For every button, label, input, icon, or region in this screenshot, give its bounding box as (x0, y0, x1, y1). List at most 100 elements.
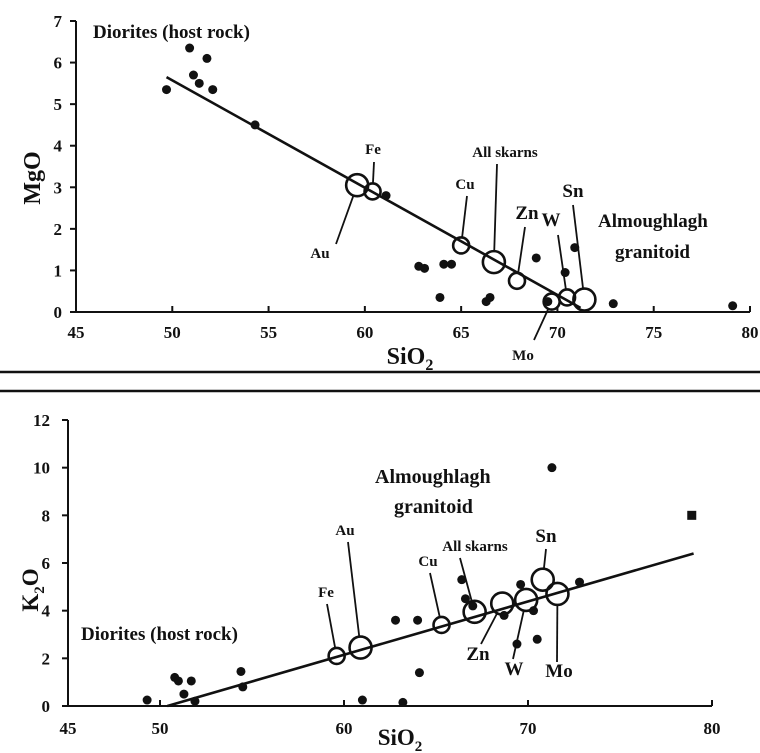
mgo-label-fe: Fe (365, 142, 381, 158)
k2o-data-point (391, 615, 401, 625)
k2o-ticks: 45 50 60 70 80 0 2 4 6 8 10 12 (33, 411, 721, 738)
mgo-leader-au (335, 195, 355, 245)
k2o-data-point (413, 615, 423, 625)
k2o-data-point (173, 676, 183, 686)
mgo-data-point (543, 297, 553, 307)
k2o-data-point (179, 689, 189, 699)
k2o-data-point (398, 697, 408, 707)
mgo-data-point (435, 292, 445, 302)
k2o-x-tick-label: 80 (704, 719, 721, 738)
mgo-axes (75, 21, 750, 313)
mgo-y-tick-label: 3 (54, 178, 63, 197)
k2o-y-tick-label: 10 (33, 459, 50, 478)
k2o-x-axis-label: SiO2 (378, 725, 423, 753)
k2o-x-tick-label: 45 (60, 719, 77, 738)
k2o-marker-cu (432, 615, 451, 635)
mgo-y-tick-label: 5 (54, 95, 63, 114)
k2o-leader-fe (326, 603, 337, 649)
mgo-marker-all-skarns (481, 249, 507, 275)
k2o-deposit-markers: Fe Au Cu All skarns Zn W Sn Mo (318, 523, 573, 682)
k2o-data-point (238, 682, 248, 692)
mgo-data-point (439, 259, 449, 269)
k2o-data-point (357, 695, 367, 705)
k2o-x-tick-label: 70 (520, 719, 537, 738)
k2o-data-point (142, 695, 152, 705)
mgo-trend-line (165, 75, 582, 309)
mgo-data-point (447, 259, 457, 269)
mgo-x-tick-label: 75 (645, 323, 662, 342)
k2o-panel: 45 50 60 70 80 0 2 4 6 8 10 12 Fe Au Cu All skarns Zn W S… (18, 411, 721, 753)
k2o-marker-sn (530, 567, 556, 592)
k2o-marker-au (348, 635, 373, 660)
k2o-points (142, 463, 697, 707)
mgo-y-tick-label: 7 (54, 12, 63, 31)
mgo-marker-sn (572, 287, 597, 312)
mgo-trend-line (165, 75, 582, 309)
k2o-leader-sn (542, 548, 547, 569)
mgo-x-tick-label: 60 (356, 323, 373, 342)
mgo-y-tick-label: 1 (54, 261, 63, 280)
k2o-data-point (468, 601, 478, 611)
k2o-data-point (532, 634, 542, 644)
mgo-x-axis-label: SiO2 (387, 344, 434, 374)
mgo-x-tick-label: 70 (549, 323, 566, 342)
k2o-note-granitoid-2: granitoid (394, 496, 473, 518)
mgo-x-tick-label: 55 (260, 323, 277, 342)
k2o-data-point (547, 463, 557, 473)
k2o-marker-all-skarns (462, 599, 487, 625)
k2o-label-au: Au (335, 523, 354, 539)
mgo-data-point (531, 253, 541, 263)
mgo-leader-cu (461, 195, 468, 238)
mgo-data-point (485, 292, 495, 302)
mgo-x-tick-label: 65 (453, 323, 470, 342)
k2o-label-mo: Mo (545, 661, 572, 682)
k2o-data-point (414, 668, 424, 678)
mgo-y-tick-label: 6 (54, 54, 63, 73)
k2o-data-point (457, 575, 467, 585)
mgo-x-tick-label: 80 (742, 323, 759, 342)
k2o-trend-line (166, 552, 694, 708)
mgo-data-point (728, 301, 738, 311)
mgo-leader-sn (572, 204, 584, 289)
mgo-data-point (420, 263, 430, 273)
mgo-data-point (202, 53, 212, 63)
k2o-marker-fe (327, 646, 346, 666)
mgo-label-mo: Mo (512, 348, 534, 364)
k2o-y-tick-label: 6 (42, 554, 51, 573)
mgo-leader-zn (517, 226, 526, 274)
mgo-label-cu: Cu (455, 177, 474, 193)
k2o-label-cu: Cu (418, 554, 437, 570)
mgo-data-point (608, 299, 618, 309)
k2o-leader-all-skarns (459, 557, 473, 602)
mgo-data-point (208, 85, 218, 95)
k2o-axes (67, 420, 712, 707)
k2o-y-tick-label: 4 (42, 602, 51, 621)
mgo-label-all-skarns: All skarns (472, 145, 538, 161)
mgo-label-au: Au (310, 246, 329, 262)
k2o-label-sn: Sn (535, 526, 557, 547)
k2o-trend-line (166, 552, 694, 708)
mgo-marker-fe (363, 182, 382, 201)
mgo-leader-mo (533, 308, 550, 341)
k2o-y-tick-label: 12 (33, 411, 50, 430)
k2o-marker-zn (489, 591, 515, 616)
k2o-y-axis-label: K2O (18, 568, 48, 611)
mgo-note-host-rock: Diorites (host rock) (93, 22, 250, 43)
mgo-data-point (162, 85, 172, 95)
k2o-data-point (460, 594, 470, 604)
mgo-x-tick-label: 50 (164, 323, 181, 342)
k2o-x-tick-label: 60 (336, 719, 353, 738)
k2o-label-zn: Zn (466, 644, 490, 665)
k2o-data-point (186, 676, 196, 686)
mgo-leader-w (557, 234, 567, 290)
mgo-label-zn: Zn (515, 203, 539, 224)
mgo-points (162, 43, 738, 311)
k2o-label-all-skarns: All skarns (442, 539, 508, 555)
k2o-y-tick-label: 8 (42, 506, 51, 525)
mgo-y-tick-label: 0 (54, 303, 63, 322)
k2o-leader-w (512, 610, 525, 660)
k2o-marker-mo (545, 581, 570, 607)
k2o-y-tick-label: 0 (42, 697, 51, 716)
